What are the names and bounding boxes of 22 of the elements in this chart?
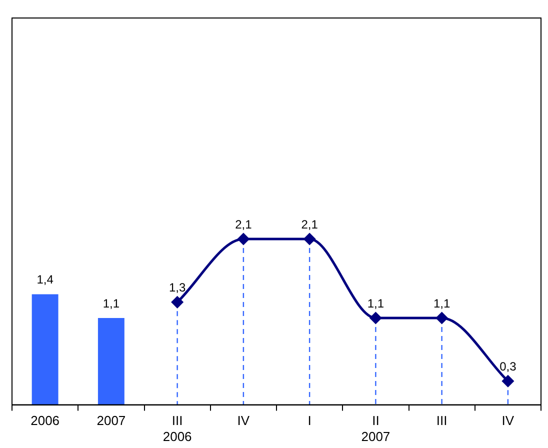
point	[304, 233, 316, 245]
data-label: 1,1	[433, 296, 450, 310]
data-label: 1,3	[168, 280, 186, 294]
point	[238, 233, 250, 245]
x-tick-label: I	[308, 413, 312, 428]
data-label: 2,1	[235, 217, 252, 232]
point	[172, 296, 184, 308]
x-tick-label: IV	[502, 413, 514, 428]
data-label: 0,3	[500, 359, 517, 374]
x-tick-label: IV	[237, 413, 250, 428]
data-label: 1,4	[36, 272, 54, 287]
data-label: 2,1	[301, 217, 318, 232]
data-label: 1,1	[367, 296, 384, 310]
point	[502, 375, 514, 387]
x-tick-label: 2007	[96, 413, 126, 428]
x-tick-label: 2006	[30, 413, 60, 428]
data-label: 1,1	[102, 296, 120, 310]
x-tick-label: III	[436, 413, 448, 428]
point	[370, 312, 382, 324]
x-tick-label: II 2007	[361, 413, 390, 444]
point	[436, 312, 448, 324]
x-tick-label: III 2006	[162, 413, 192, 444]
